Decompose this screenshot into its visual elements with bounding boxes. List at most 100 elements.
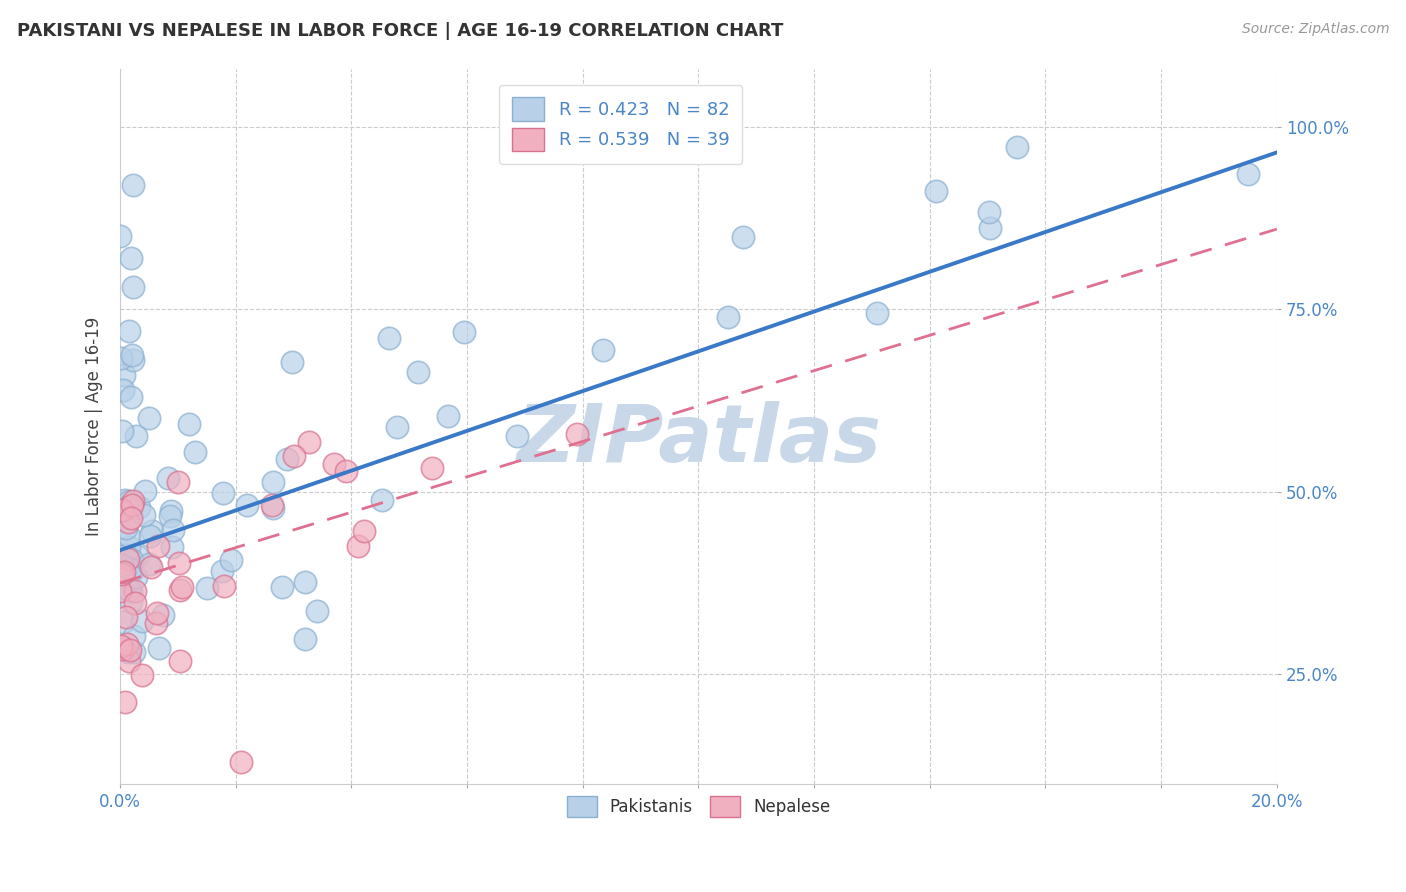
Point	[110, 567, 132, 582]
Point	[122, 280, 145, 294]
Point	[420, 461, 443, 475]
Point	[305, 604, 328, 618]
Point	[121, 562, 143, 576]
Point	[283, 449, 305, 463]
Point	[111, 615, 134, 629]
Point	[148, 640, 170, 655]
Point	[131, 667, 153, 681]
Point	[118, 541, 141, 555]
Point	[271, 580, 294, 594]
Point	[110, 583, 132, 598]
Point	[118, 654, 141, 668]
Point	[118, 643, 141, 657]
Point	[294, 574, 316, 589]
Point	[117, 515, 139, 529]
Point	[169, 653, 191, 667]
Point	[335, 464, 357, 478]
Point	[111, 425, 134, 439]
Point	[122, 629, 145, 643]
Point	[120, 562, 142, 576]
Point	[592, 343, 614, 357]
Point	[212, 486, 235, 500]
Point	[219, 552, 242, 566]
Point	[229, 755, 252, 769]
Point	[128, 500, 150, 514]
Point	[260, 499, 283, 513]
Point	[112, 565, 135, 579]
Point	[262, 500, 284, 515]
Point	[108, 511, 131, 525]
Point	[1005, 139, 1028, 153]
Point	[115, 637, 138, 651]
Point	[121, 498, 143, 512]
Point	[262, 475, 284, 489]
Point	[120, 511, 142, 525]
Point	[866, 306, 889, 320]
Point	[298, 434, 321, 449]
Point	[139, 529, 162, 543]
Point	[162, 523, 184, 537]
Point	[117, 645, 139, 659]
Point	[731, 230, 754, 244]
Point	[120, 583, 142, 598]
Point	[121, 494, 143, 508]
Point	[184, 445, 207, 459]
Point	[212, 579, 235, 593]
Point	[110, 229, 132, 244]
Point	[118, 529, 141, 543]
Point	[125, 549, 148, 564]
Point	[112, 368, 135, 382]
Point	[114, 695, 136, 709]
Point	[453, 325, 475, 339]
Point	[125, 429, 148, 443]
Point	[146, 540, 169, 554]
Point	[323, 458, 346, 472]
Point	[979, 220, 1001, 235]
Point	[118, 583, 141, 598]
Point	[378, 331, 401, 345]
Point	[159, 508, 181, 523]
Point	[122, 178, 145, 193]
Point	[122, 645, 145, 659]
Point	[139, 560, 162, 574]
Point	[117, 324, 139, 338]
Point	[121, 552, 143, 566]
Point	[120, 594, 142, 608]
Point	[506, 429, 529, 443]
Point	[111, 503, 134, 517]
Point	[169, 582, 191, 597]
Point	[114, 521, 136, 535]
Point	[437, 409, 460, 423]
Point	[110, 351, 132, 366]
Point	[281, 355, 304, 369]
Point	[371, 493, 394, 508]
Point	[167, 556, 190, 570]
Point	[406, 365, 429, 379]
Y-axis label: In Labor Force | Age 16-19: In Labor Force | Age 16-19	[86, 317, 103, 536]
Point	[115, 609, 138, 624]
Point	[115, 549, 138, 563]
Point	[353, 524, 375, 538]
Point	[146, 607, 169, 621]
Point	[110, 639, 132, 653]
Point	[110, 558, 132, 572]
Point	[134, 483, 156, 498]
Point	[124, 584, 146, 599]
Point	[114, 493, 136, 508]
Point	[177, 417, 200, 431]
Point	[131, 614, 153, 628]
Legend: Pakistanis, Nepalese: Pakistanis, Nepalese	[558, 788, 838, 825]
Point	[276, 452, 298, 467]
Point	[977, 205, 1000, 219]
Point	[124, 596, 146, 610]
Point	[117, 551, 139, 566]
Text: ZIPatlas: ZIPatlas	[516, 401, 882, 479]
Point	[120, 390, 142, 404]
Point	[385, 420, 408, 434]
Point	[141, 524, 163, 538]
Point	[172, 580, 194, 594]
Point	[211, 565, 233, 579]
Point	[236, 498, 259, 512]
Point	[138, 411, 160, 425]
Point	[122, 353, 145, 368]
